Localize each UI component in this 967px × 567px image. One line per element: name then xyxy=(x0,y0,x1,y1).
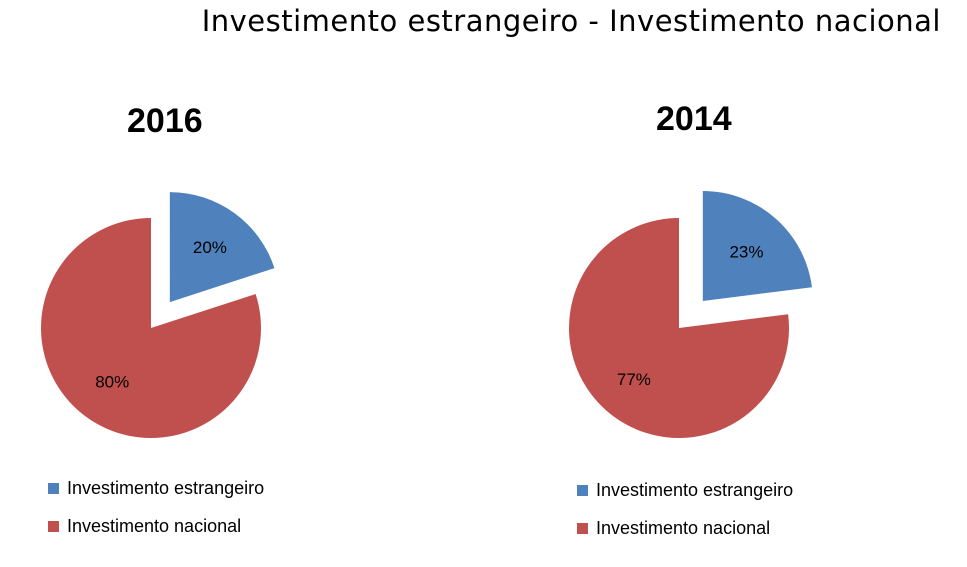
slice-label-2014-estrangeiro: 23% xyxy=(729,242,763,261)
chart-title-2016: 2016 xyxy=(127,102,203,140)
legend-2014: Investimento estrangeiro Investimento na… xyxy=(577,480,877,550)
legend-item-estrangeiro: Investimento estrangeiro xyxy=(48,478,264,499)
pie-slice-2014-nacional xyxy=(568,218,790,438)
legend-swatch-nacional xyxy=(48,521,59,532)
slice-label-2016-estrangeiro: 20% xyxy=(193,238,227,257)
legend-swatch-estrangeiro xyxy=(48,483,59,494)
legend-item-nacional: Investimento nacional xyxy=(48,516,241,537)
pie-slice-2016-nacional xyxy=(40,218,261,438)
legend-label-nacional: Investimento nacional xyxy=(67,516,242,536)
legend-label-estrangeiro: Investimento estrangeiro xyxy=(67,478,265,498)
legend-2016: Investimento estrangeiro Investimento na… xyxy=(48,478,348,548)
slice-label-2014-nacional: 77% xyxy=(617,370,651,389)
slice-label-2016-nacional: 80% xyxy=(95,372,129,391)
legend-label-nacional: Investimento nacional xyxy=(596,518,771,538)
legend-label-estrangeiro: Investimento estrangeiro xyxy=(596,480,794,500)
legend-swatch-nacional xyxy=(577,523,588,534)
chart-title-2014: 2014 xyxy=(656,100,732,138)
pie-slice-2014-estrangeiro xyxy=(702,190,812,301)
legend-swatch-estrangeiro xyxy=(577,485,588,496)
pie-slice-2016-estrangeiro xyxy=(169,192,275,303)
legend-item-estrangeiro: Investimento estrangeiro xyxy=(577,480,793,501)
main-title: Investimento estrangeiro - Investimento … xyxy=(201,4,941,38)
legend-item-nacional: Investimento nacional xyxy=(577,518,770,539)
